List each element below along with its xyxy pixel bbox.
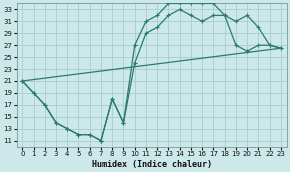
X-axis label: Humidex (Indice chaleur): Humidex (Indice chaleur) <box>92 159 212 169</box>
